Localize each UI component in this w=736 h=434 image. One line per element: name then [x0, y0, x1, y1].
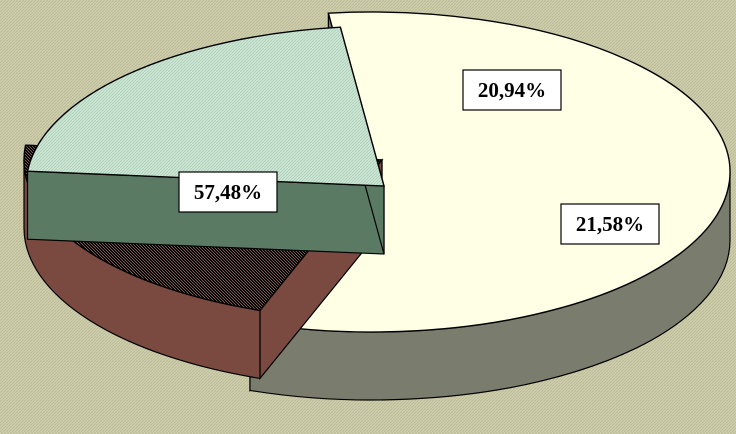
data-label-3: 21,58% — [560, 203, 660, 245]
pie-labels: 57,48% 20,94% 21,58% — [178, 69, 660, 245]
pie-slice-3 — [26, 26, 385, 255]
data-label-text: 57,48% — [194, 180, 262, 204]
data-label-box — [560, 203, 660, 245]
pie-slice-top — [26, 26, 385, 187]
data-label-box — [462, 69, 562, 111]
data-label-text: 20,94% — [478, 78, 546, 102]
data-label-box — [178, 171, 278, 213]
data-label-text: 21,58% — [576, 212, 644, 236]
data-label-2: 20,94% — [462, 69, 562, 111]
data-label-1: 57,48% — [178, 171, 278, 213]
